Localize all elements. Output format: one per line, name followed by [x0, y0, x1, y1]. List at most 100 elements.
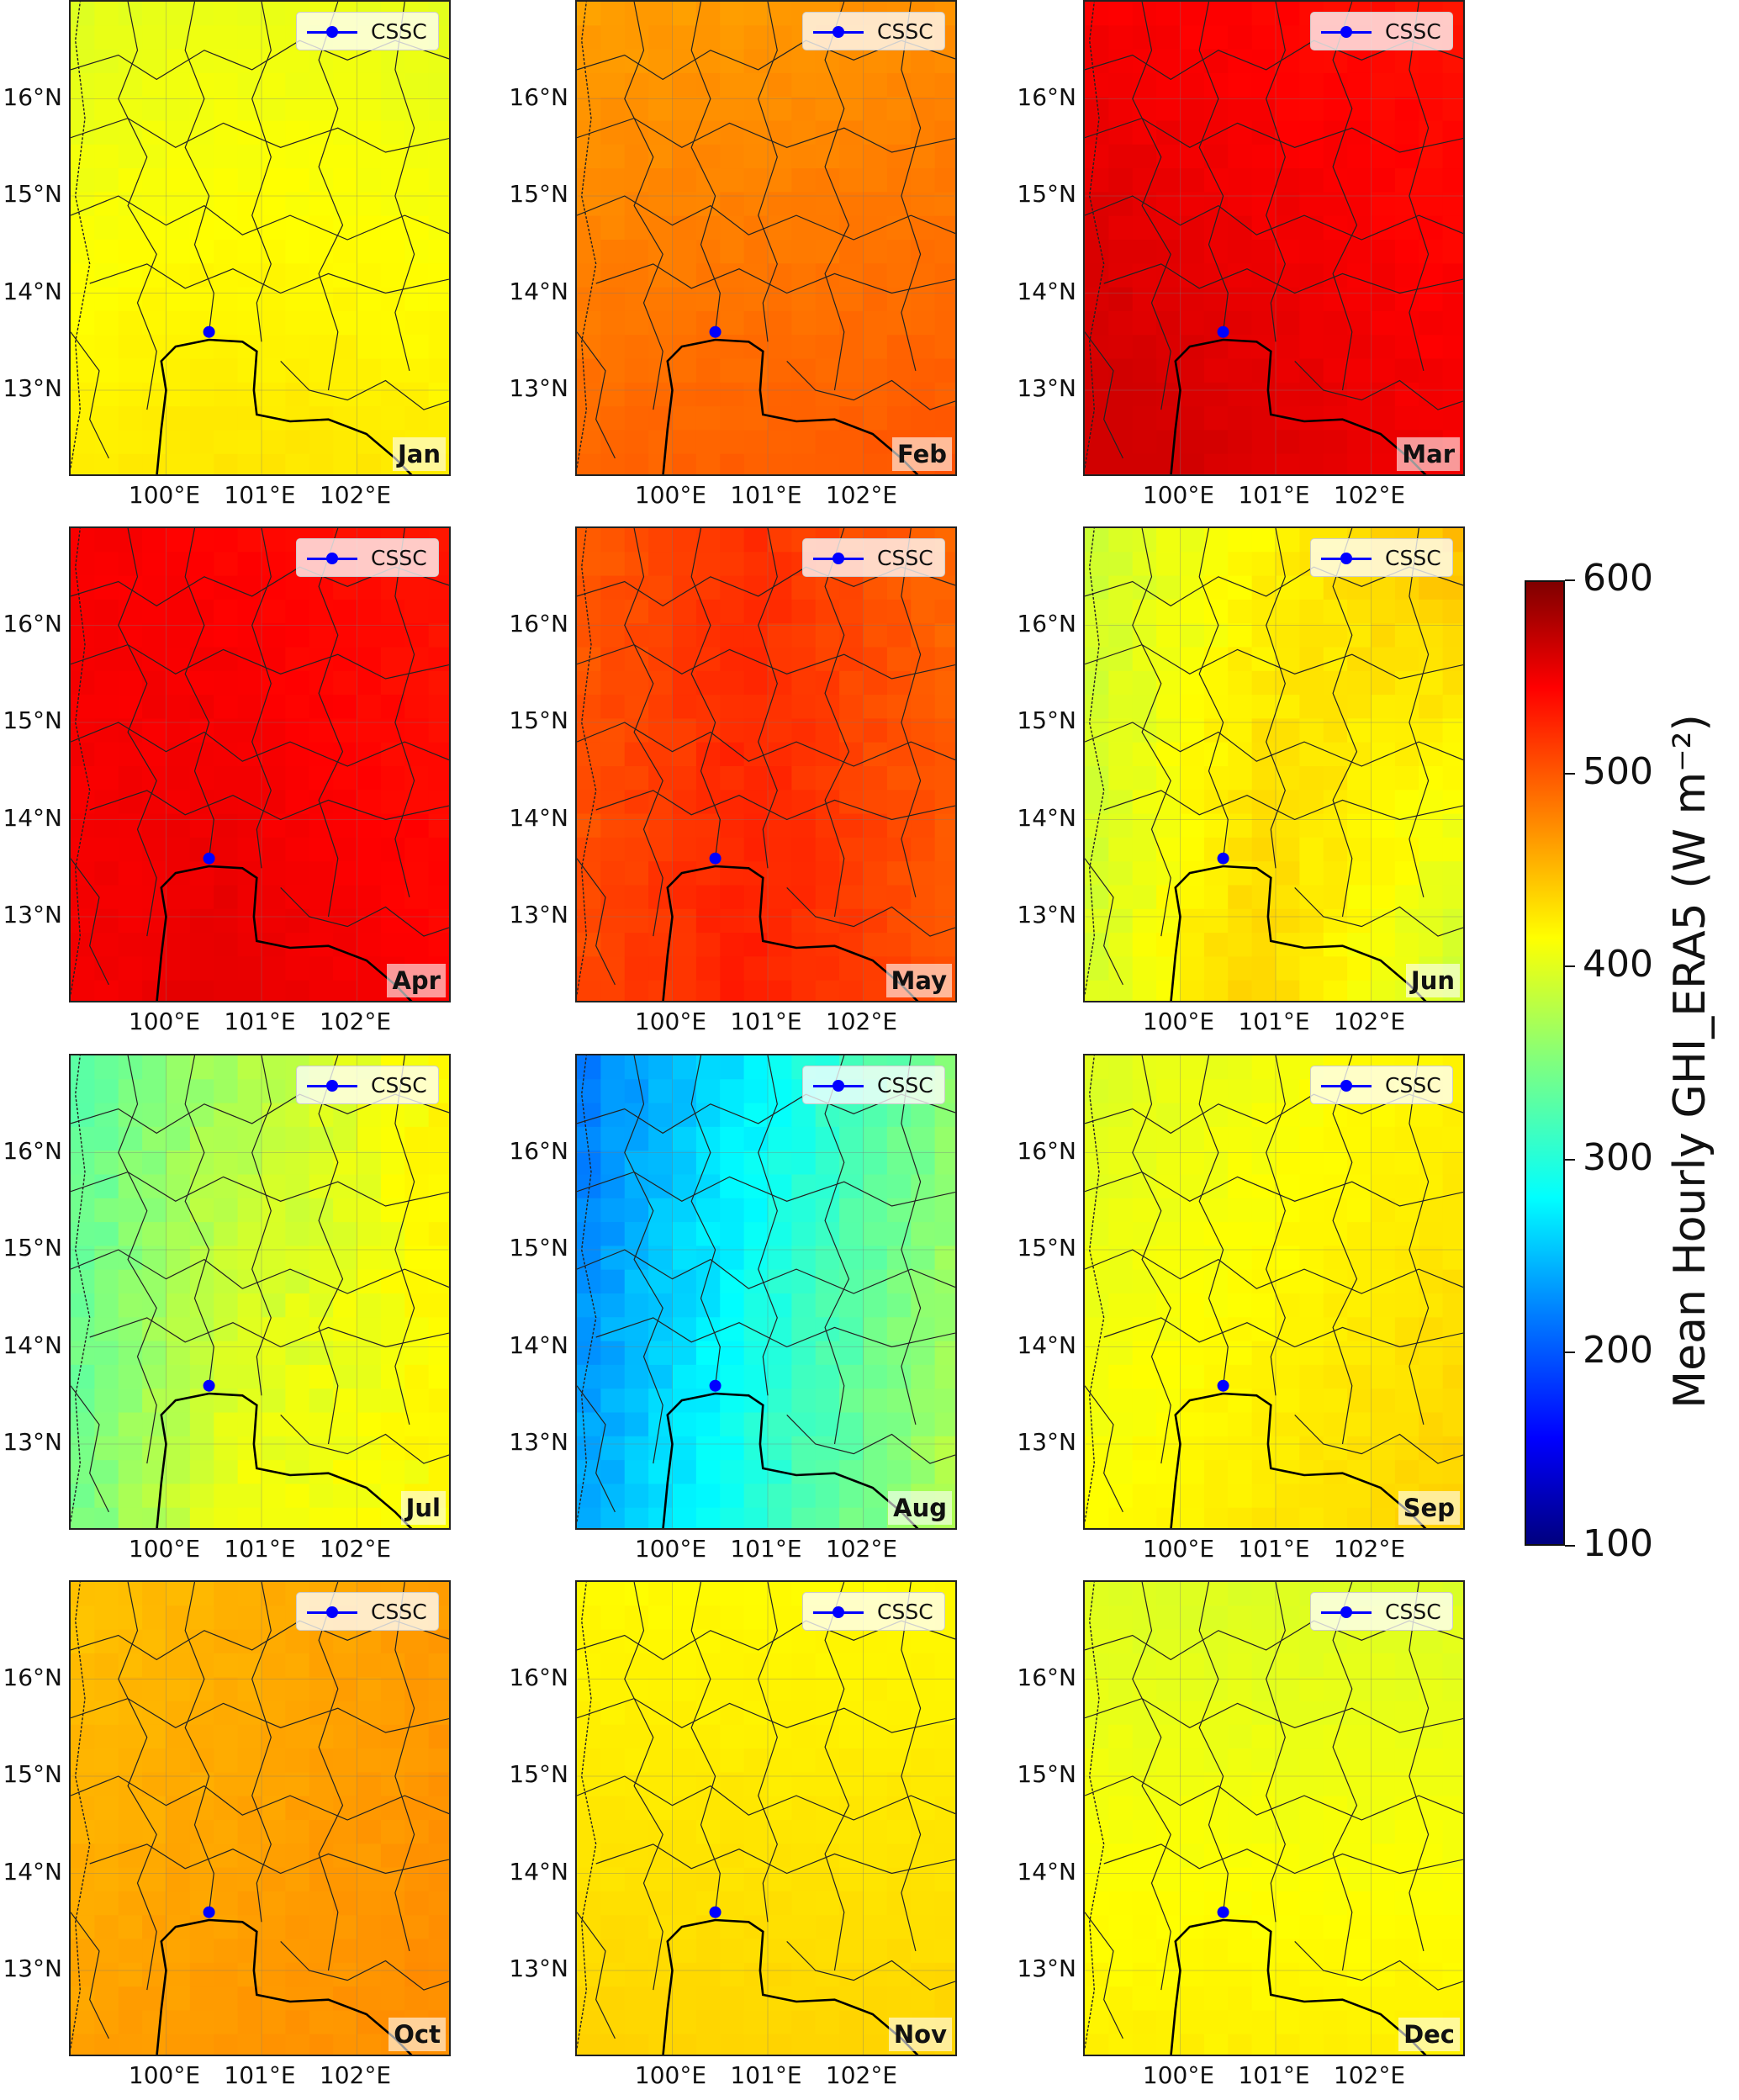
ghi-cell	[357, 335, 382, 360]
legend: CSSC	[296, 538, 439, 577]
province-boundary	[1085, 1385, 1123, 1513]
ghi-cell	[1442, 1843, 1463, 1869]
ghi-cell	[237, 25, 262, 50]
ghi-cell	[886, 1412, 912, 1437]
ghi-cell	[577, 528, 601, 553]
ghi-cell	[1299, 1103, 1324, 1128]
ghi-cell	[237, 908, 262, 934]
ghi-cell	[648, 1962, 674, 1987]
ghi-cell	[1371, 1126, 1396, 1151]
ghi-cell	[1299, 1653, 1324, 1678]
ghi-cell	[577, 1986, 601, 2011]
ghi-cell	[1228, 552, 1253, 577]
ghi-cell	[1323, 2034, 1348, 2055]
ghi-cell	[1228, 1677, 1253, 1702]
ghi-cell	[600, 1653, 626, 1678]
ghi-cell	[428, 766, 449, 791]
ghi-cell	[1394, 1460, 1419, 1484]
ghi-cell	[672, 2, 697, 26]
ghi-cell	[262, 1364, 286, 1389]
ghi-cell	[1442, 192, 1463, 217]
ghi-cell	[695, 695, 721, 719]
ghi-cell	[333, 908, 358, 934]
ghi-cell	[309, 1436, 334, 1461]
ghi-cell	[648, 49, 674, 74]
ghi-cell	[309, 1507, 334, 1528]
lon-tick-label: 102°E	[1333, 1008, 1406, 1035]
ghi-cell	[839, 97, 864, 122]
ghi-cell	[1156, 1151, 1181, 1176]
ghi-cell	[189, 2010, 214, 2035]
ghi-cell	[839, 2034, 864, 2055]
ghi-cell	[624, 1079, 649, 1104]
lat-tick-label: 16°N	[3, 1136, 62, 1165]
ghi-cell	[1203, 335, 1229, 360]
ghi-cell	[237, 599, 262, 624]
lat-tick-label: 14°N	[1017, 277, 1076, 305]
ghi-cell	[1156, 144, 1181, 169]
ghi-cell	[214, 1843, 239, 1869]
ghi-cell	[672, 1986, 697, 2011]
ghi-cell	[648, 1174, 674, 1199]
ghi-cell	[285, 1629, 310, 1654]
ghi-cell	[118, 980, 143, 1001]
ghi-cell	[1180, 97, 1205, 122]
ghi-cell	[600, 168, 626, 193]
ghi-cell	[720, 885, 745, 910]
ghi-cell	[1371, 1364, 1396, 1389]
ghi-cell	[333, 430, 358, 455]
ghi-cell	[1180, 1605, 1205, 1631]
ghi-cell	[1419, 1867, 1444, 1892]
ghi-cell	[309, 1246, 334, 1271]
ghi-cell	[600, 647, 626, 672]
ghi-cell	[1251, 647, 1276, 672]
ghi-cell	[380, 575, 405, 600]
ghi-cell	[672, 2010, 697, 2035]
ghi-cell	[1108, 980, 1134, 1001]
ghi-cell	[1251, 2010, 1276, 2035]
ghi-cell	[166, 1341, 191, 1366]
ghi-cell	[285, 623, 310, 648]
ghi-cell	[577, 1891, 601, 1916]
province-boundary	[394, 1582, 415, 1952]
ghi-cell	[839, 168, 864, 193]
ghi-cell	[262, 1724, 286, 1749]
ghi-cell	[1180, 120, 1205, 145]
ghi-cell	[1156, 1867, 1181, 1892]
ghi-cell	[94, 552, 119, 577]
ghi-cell	[309, 215, 334, 241]
ghi-cell	[1276, 335, 1300, 360]
ghi-cell	[1299, 263, 1324, 288]
ghi-cell	[142, 1701, 167, 1726]
coastline	[156, 1918, 413, 2055]
ghi-cell	[886, 192, 912, 217]
ghi-cell	[1132, 552, 1157, 577]
ghi-cell	[1299, 72, 1324, 98]
ghi-cell	[189, 908, 214, 934]
ghi-cell	[1394, 623, 1419, 648]
ghi-cell	[1299, 1748, 1324, 1773]
ghi-cell	[1203, 933, 1229, 957]
ghi-cell	[285, 599, 310, 624]
ghi-cell	[380, 718, 405, 743]
ghi-cell	[815, 742, 840, 767]
ghi-cell	[94, 240, 119, 264]
ghi-cell	[166, 1269, 191, 1294]
ghi-cell	[768, 1246, 792, 1271]
ghi-cell	[357, 695, 382, 719]
ghi-cell	[768, 1079, 792, 1104]
province-boundary	[1409, 1055, 1430, 1426]
ghi-field	[577, 2, 955, 474]
ghi-cell	[118, 1389, 143, 1414]
ghi-cell	[309, 1412, 334, 1437]
ghi-cell	[166, 1507, 191, 1528]
province-boundary	[595, 790, 955, 821]
ghi-cell	[815, 956, 840, 981]
ghi-cell	[695, 933, 721, 957]
ghi-cell	[1108, 1507, 1134, 1528]
ghi-cell	[815, 980, 840, 1001]
ghi-cell	[189, 1629, 214, 1654]
ghi-cell	[71, 670, 95, 696]
ghi-cell	[357, 1867, 382, 1892]
ghi-cell	[94, 25, 119, 50]
